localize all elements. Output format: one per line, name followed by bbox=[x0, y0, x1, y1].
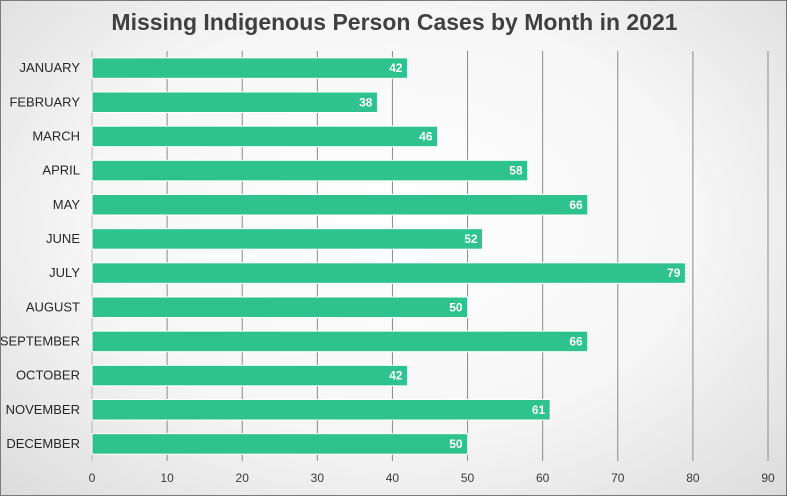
data-label: 38 bbox=[359, 95, 373, 109]
data-label: 52 bbox=[464, 232, 478, 246]
category-label: AUGUST bbox=[26, 299, 80, 314]
data-label: 58 bbox=[509, 164, 523, 178]
x-tick-label: 30 bbox=[311, 471, 325, 485]
bar bbox=[91, 57, 408, 79]
data-label: 42 bbox=[389, 61, 403, 75]
category-label: JULY bbox=[49, 265, 80, 280]
data-label: 66 bbox=[569, 198, 583, 212]
category-label: DECEMBER bbox=[6, 436, 80, 451]
bar bbox=[91, 399, 551, 421]
data-label: 66 bbox=[569, 334, 583, 348]
bar bbox=[91, 159, 529, 182]
category-label: MARCH bbox=[32, 128, 80, 143]
category-label: APRIL bbox=[42, 163, 80, 178]
category-label: OCTOBER bbox=[16, 368, 80, 383]
bar bbox=[91, 364, 408, 387]
category-label: MAY bbox=[53, 197, 81, 212]
bar bbox=[91, 330, 589, 353]
chart-title: Missing Indigenous Person Cases by Month… bbox=[111, 9, 678, 35]
x-tick-label: 90 bbox=[761, 471, 775, 485]
data-label: 42 bbox=[389, 369, 403, 383]
data-label: 79 bbox=[667, 266, 681, 280]
x-tick-label: 0 bbox=[89, 471, 96, 485]
bar bbox=[91, 125, 439, 148]
category-label: SEPTEMBER bbox=[1, 333, 80, 348]
category-label: JUNE bbox=[46, 231, 80, 246]
x-tick-label: 60 bbox=[536, 471, 550, 485]
bar bbox=[91, 296, 469, 318]
x-tick-label: 50 bbox=[461, 471, 475, 485]
category-label: FEBRUARY bbox=[9, 94, 80, 109]
data-label: 61 bbox=[532, 403, 546, 417]
x-tick-label: 80 bbox=[686, 471, 700, 485]
data-label: 46 bbox=[419, 129, 433, 143]
bar bbox=[91, 194, 589, 216]
category-label: NOVEMBER bbox=[6, 402, 80, 417]
x-tick-label: 20 bbox=[236, 471, 250, 485]
x-tick-label: 70 bbox=[611, 471, 625, 485]
x-tick-label: 40 bbox=[386, 471, 400, 485]
bar bbox=[91, 433, 469, 455]
data-label: 50 bbox=[449, 437, 463, 451]
bar bbox=[91, 228, 484, 250]
x-tick-label: 10 bbox=[160, 471, 174, 485]
bar bbox=[91, 91, 378, 113]
data-label: 50 bbox=[449, 300, 463, 314]
bar bbox=[91, 262, 686, 284]
category-label: JANUARY bbox=[20, 60, 81, 75]
